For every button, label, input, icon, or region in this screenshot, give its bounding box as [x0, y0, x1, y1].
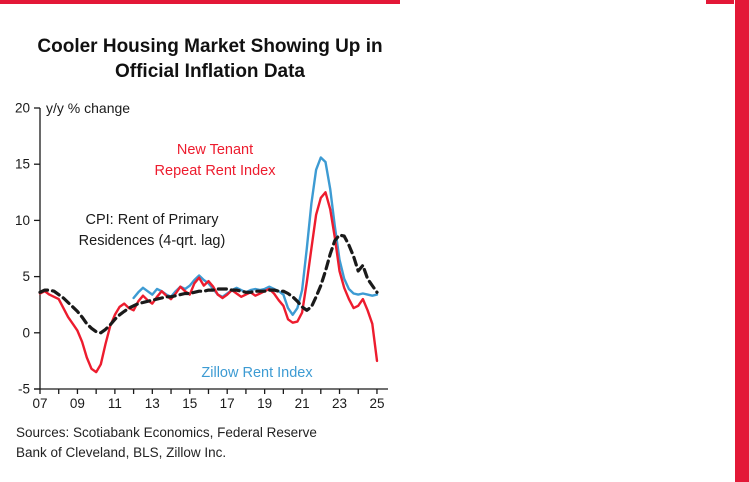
series-line-new-tenant-repeat-rent-index [38, 191, 379, 374]
chart-title: Cooler Housing Market Showing Up in Offi… [37, 36, 383, 83]
accent-top-rule-right [706, 0, 734, 4]
x-tick-label: 15 [182, 396, 197, 411]
y-tick-label: 15 [15, 157, 30, 172]
y-axis-unit-label: y/y % change [46, 100, 131, 116]
y-tick-label: 10 [15, 213, 30, 228]
chart-canvas: 20 15 10 5 0 -507 09 11 13 15 17 19 21 23 25 [15, 101, 388, 411]
y-tick-label: 5 [22, 269, 30, 284]
x-tick-label: 19 [257, 396, 272, 411]
sources-note: Sources: Scotiabank Economics, Federal R… [16, 425, 317, 460]
x-tick-label: 25 [369, 396, 384, 411]
y-tick-label: 20 [15, 101, 30, 116]
x-tick-label: 21 [295, 396, 310, 411]
x-tick-label: 13 [145, 396, 160, 411]
y-tick-label: 0 [22, 325, 30, 340]
accent-top-rule [0, 0, 400, 4]
series-line-cpi-rent-primary-residences-4qrt-lag [38, 233, 379, 335]
accent-side-bar [735, 0, 749, 482]
series-label-new-tenant: New Tenant Repeat Rent Index [154, 142, 276, 179]
x-tick-label: 07 [32, 396, 47, 411]
series-label-zillow: Zillow Rent Index [201, 365, 313, 381]
y-tick-label: -5 [18, 382, 30, 397]
chart: 20 15 10 5 0 -5 07 09 11 13 15 17 19 21 23 25 y/y % cha… [4, 90, 424, 430]
series-label-cpi: CPI: Rent of Primary Residences (4-qrt. … [78, 212, 226, 249]
x-tick-label: 17 [220, 396, 235, 411]
x-tick-label: 11 [108, 396, 122, 411]
x-tick-label: 09 [70, 396, 85, 411]
x-tick-label: 23 [332, 396, 347, 411]
